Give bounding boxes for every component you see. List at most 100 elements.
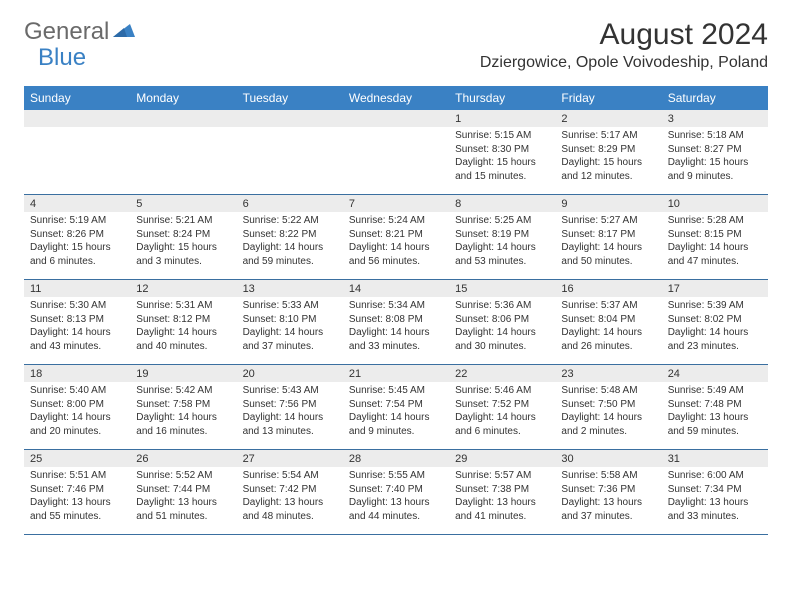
calendar: SundayMondayTuesdayWednesdayThursdayFrid…	[24, 86, 768, 535]
daylight-text: Daylight: 14 hours and 16 minutes.	[136, 411, 230, 438]
sunrise-text: Sunrise: 5:31 AM	[136, 299, 230, 313]
day-cell: 19Sunrise: 5:42 AMSunset: 7:58 PMDayligh…	[130, 365, 236, 449]
sunset-text: Sunset: 8:26 PM	[30, 228, 124, 242]
day-detail: Sunrise: 5:54 AMSunset: 7:42 PMDaylight:…	[237, 467, 343, 527]
daylight-text: Daylight: 14 hours and 40 minutes.	[136, 326, 230, 353]
daylight-text: Daylight: 14 hours and 37 minutes.	[243, 326, 337, 353]
sunset-text: Sunset: 8:12 PM	[136, 313, 230, 327]
date-number: 10	[662, 195, 768, 212]
day-detail: Sunrise: 6:00 AMSunset: 7:34 PMDaylight:…	[662, 467, 768, 527]
day-detail: Sunrise: 5:55 AMSunset: 7:40 PMDaylight:…	[343, 467, 449, 527]
sunset-text: Sunset: 7:34 PM	[668, 483, 762, 497]
daylight-text: Daylight: 15 hours and 9 minutes.	[668, 156, 762, 183]
day-detail: Sunrise: 5:45 AMSunset: 7:54 PMDaylight:…	[343, 382, 449, 442]
sunset-text: Sunset: 8:21 PM	[349, 228, 443, 242]
date-number: 29	[449, 450, 555, 467]
sunrise-text: Sunrise: 5:46 AM	[455, 384, 549, 398]
sunset-text: Sunset: 7:46 PM	[30, 483, 124, 497]
date-number: 4	[24, 195, 130, 212]
date-number: 8	[449, 195, 555, 212]
sunset-text: Sunset: 8:08 PM	[349, 313, 443, 327]
daylight-text: Daylight: 15 hours and 6 minutes.	[30, 241, 124, 268]
day-cell	[24, 110, 130, 194]
sunrise-text: Sunrise: 5:51 AM	[30, 469, 124, 483]
day-cell: 1Sunrise: 5:15 AMSunset: 8:30 PMDaylight…	[449, 110, 555, 194]
day-cell: 26Sunrise: 5:52 AMSunset: 7:44 PMDayligh…	[130, 450, 236, 534]
logo-text-general: General	[24, 18, 109, 46]
day-cell: 18Sunrise: 5:40 AMSunset: 8:00 PMDayligh…	[24, 365, 130, 449]
day-detail: Sunrise: 5:36 AMSunset: 8:06 PMDaylight:…	[449, 297, 555, 357]
day-cell: 3Sunrise: 5:18 AMSunset: 8:27 PMDaylight…	[662, 110, 768, 194]
sunset-text: Sunset: 7:42 PM	[243, 483, 337, 497]
sunrise-text: Sunrise: 5:55 AM	[349, 469, 443, 483]
day-cell: 15Sunrise: 5:36 AMSunset: 8:06 PMDayligh…	[449, 280, 555, 364]
day-detail: Sunrise: 5:33 AMSunset: 8:10 PMDaylight:…	[237, 297, 343, 357]
daylight-text: Daylight: 13 hours and 51 minutes.	[136, 496, 230, 523]
day-cell	[130, 110, 236, 194]
sunrise-text: Sunrise: 5:15 AM	[455, 129, 549, 143]
date-number: 21	[343, 365, 449, 382]
date-number: 3	[662, 110, 768, 127]
day-cell: 28Sunrise: 5:55 AMSunset: 7:40 PMDayligh…	[343, 450, 449, 534]
sunset-text: Sunset: 8:17 PM	[561, 228, 655, 242]
sunrise-text: Sunrise: 5:34 AM	[349, 299, 443, 313]
date-number: 11	[24, 280, 130, 297]
day-cell: 13Sunrise: 5:33 AMSunset: 8:10 PMDayligh…	[237, 280, 343, 364]
date-number: 22	[449, 365, 555, 382]
sunset-text: Sunset: 7:56 PM	[243, 398, 337, 412]
date-number	[130, 110, 236, 127]
day-cell: 11Sunrise: 5:30 AMSunset: 8:13 PMDayligh…	[24, 280, 130, 364]
day-header-row: SundayMondayTuesdayWednesdayThursdayFrid…	[24, 86, 768, 110]
sunrise-text: Sunrise: 5:57 AM	[455, 469, 549, 483]
daylight-text: Daylight: 14 hours and 6 minutes.	[455, 411, 549, 438]
day-header-cell: Thursday	[449, 86, 555, 110]
sunrise-text: Sunrise: 5:58 AM	[561, 469, 655, 483]
sunset-text: Sunset: 8:27 PM	[668, 143, 762, 157]
sunrise-text: Sunrise: 5:43 AM	[243, 384, 337, 398]
day-cell: 6Sunrise: 5:22 AMSunset: 8:22 PMDaylight…	[237, 195, 343, 279]
sunset-text: Sunset: 7:50 PM	[561, 398, 655, 412]
day-detail: Sunrise: 5:19 AMSunset: 8:26 PMDaylight:…	[24, 212, 130, 272]
week-row: 1Sunrise: 5:15 AMSunset: 8:30 PMDaylight…	[24, 110, 768, 195]
sunset-text: Sunset: 8:29 PM	[561, 143, 655, 157]
sunrise-text: Sunrise: 5:54 AM	[243, 469, 337, 483]
day-detail: Sunrise: 5:51 AMSunset: 7:46 PMDaylight:…	[24, 467, 130, 527]
sunrise-text: Sunrise: 5:40 AM	[30, 384, 124, 398]
day-cell: 8Sunrise: 5:25 AMSunset: 8:19 PMDaylight…	[449, 195, 555, 279]
sunrise-text: Sunrise: 5:48 AM	[561, 384, 655, 398]
daylight-text: Daylight: 14 hours and 2 minutes.	[561, 411, 655, 438]
sunrise-text: Sunrise: 6:00 AM	[668, 469, 762, 483]
sunset-text: Sunset: 8:30 PM	[455, 143, 549, 157]
day-cell: 4Sunrise: 5:19 AMSunset: 8:26 PMDaylight…	[24, 195, 130, 279]
date-number: 7	[343, 195, 449, 212]
sunset-text: Sunset: 7:58 PM	[136, 398, 230, 412]
day-detail	[237, 127, 343, 187]
day-cell	[343, 110, 449, 194]
day-detail: Sunrise: 5:28 AMSunset: 8:15 PMDaylight:…	[662, 212, 768, 272]
day-header-cell: Wednesday	[343, 86, 449, 110]
sunset-text: Sunset: 8:22 PM	[243, 228, 337, 242]
day-cell: 23Sunrise: 5:48 AMSunset: 7:50 PMDayligh…	[555, 365, 661, 449]
day-detail: Sunrise: 5:31 AMSunset: 8:12 PMDaylight:…	[130, 297, 236, 357]
day-cell: 14Sunrise: 5:34 AMSunset: 8:08 PMDayligh…	[343, 280, 449, 364]
day-detail: Sunrise: 5:27 AMSunset: 8:17 PMDaylight:…	[555, 212, 661, 272]
daylight-text: Daylight: 14 hours and 43 minutes.	[30, 326, 124, 353]
sunrise-text: Sunrise: 5:24 AM	[349, 214, 443, 228]
sunset-text: Sunset: 8:24 PM	[136, 228, 230, 242]
day-detail: Sunrise: 5:42 AMSunset: 7:58 PMDaylight:…	[130, 382, 236, 442]
day-detail: Sunrise: 5:18 AMSunset: 8:27 PMDaylight:…	[662, 127, 768, 187]
daylight-text: Daylight: 14 hours and 56 minutes.	[349, 241, 443, 268]
location-text: Dziergowice, Opole Voivodeship, Poland	[480, 54, 768, 72]
date-number: 31	[662, 450, 768, 467]
date-number: 18	[24, 365, 130, 382]
date-number: 13	[237, 280, 343, 297]
day-detail: Sunrise: 5:49 AMSunset: 7:48 PMDaylight:…	[662, 382, 768, 442]
day-cell: 29Sunrise: 5:57 AMSunset: 7:38 PMDayligh…	[449, 450, 555, 534]
day-detail: Sunrise: 5:40 AMSunset: 8:00 PMDaylight:…	[24, 382, 130, 442]
daylight-text: Daylight: 14 hours and 9 minutes.	[349, 411, 443, 438]
sunrise-text: Sunrise: 5:49 AM	[668, 384, 762, 398]
week-row: 25Sunrise: 5:51 AMSunset: 7:46 PMDayligh…	[24, 450, 768, 535]
sunset-text: Sunset: 7:36 PM	[561, 483, 655, 497]
day-detail: Sunrise: 5:58 AMSunset: 7:36 PMDaylight:…	[555, 467, 661, 527]
daylight-text: Daylight: 13 hours and 33 minutes.	[668, 496, 762, 523]
